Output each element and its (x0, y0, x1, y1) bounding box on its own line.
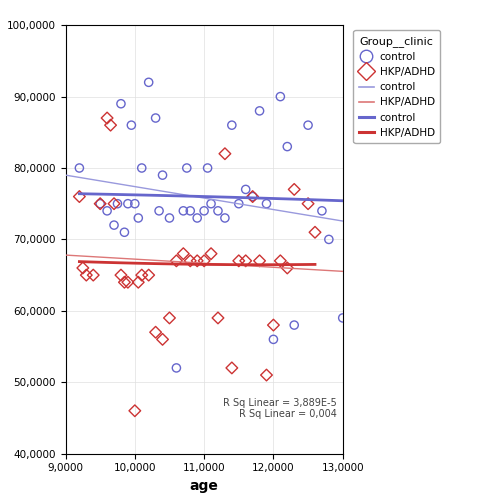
Point (235, 200, 243, 208)
Point (179, 207, 187, 215)
Point (103, 207, 111, 215)
Point (138, 164, 146, 172)
Point (131, 407, 139, 415)
Point (339, 314, 347, 322)
Point (124, 200, 132, 208)
Point (117, 271, 125, 279)
Point (304, 121, 312, 129)
Point (145, 78, 153, 86)
Point (263, 200, 271, 208)
Point (228, 364, 236, 372)
Point (204, 164, 212, 172)
Point (172, 257, 180, 265)
Point (283, 143, 291, 151)
Point (256, 257, 264, 265)
Point (214, 207, 222, 215)
Point (165, 214, 173, 222)
Point (263, 371, 271, 379)
Point (242, 185, 250, 194)
Point (172, 364, 180, 372)
Point (179, 249, 187, 258)
Point (200, 207, 208, 215)
Point (256, 107, 264, 115)
Point (183, 164, 191, 172)
Point (283, 264, 291, 272)
Point (242, 257, 250, 265)
Point (290, 321, 298, 329)
Text: R Sq Linear = 3,889E-5
R Sq Linear = 0,004: R Sq Linear = 3,889E-5 R Sq Linear = 0,0… (223, 398, 337, 419)
Legend: control, HKP/ADHD, control, HKP/ADHD, control, HKP/ADHD: control, HKP/ADHD, control, HKP/ADHD, co… (353, 30, 440, 143)
Point (235, 257, 243, 265)
Point (110, 200, 118, 208)
Point (276, 257, 284, 265)
X-axis label: age: age (190, 479, 219, 493)
Point (221, 150, 229, 158)
Point (124, 278, 132, 286)
Point (193, 257, 201, 265)
Point (145, 271, 153, 279)
Point (207, 249, 215, 258)
Point (106, 121, 114, 129)
Point (117, 100, 125, 108)
Point (155, 207, 163, 215)
Point (76, 193, 84, 201)
Point (193, 214, 201, 222)
Point (152, 114, 160, 122)
Point (325, 235, 333, 243)
Point (110, 221, 118, 229)
Point (134, 278, 142, 286)
Point (159, 171, 167, 179)
Point (120, 228, 129, 236)
Point (270, 335, 278, 343)
Point (311, 228, 319, 236)
Point (113, 200, 121, 208)
Point (76, 164, 84, 172)
Point (186, 257, 195, 265)
Point (103, 114, 111, 122)
Point (270, 321, 278, 329)
Point (152, 328, 160, 336)
Point (165, 314, 173, 322)
Point (228, 121, 236, 129)
Point (221, 214, 229, 222)
Point (276, 93, 284, 101)
Point (128, 121, 136, 129)
Point (96, 200, 104, 208)
Point (186, 207, 195, 215)
Point (96, 200, 104, 208)
Point (82, 271, 90, 279)
Point (214, 314, 222, 322)
Point (159, 335, 167, 343)
Y-axis label: London1Harmmeaneff: London1Harmmeaneff (0, 173, 1, 305)
Point (318, 207, 326, 215)
Point (79, 264, 87, 272)
Point (200, 257, 208, 265)
Point (304, 200, 312, 208)
Point (120, 278, 129, 286)
Point (89, 271, 97, 279)
Point (131, 200, 139, 208)
Point (248, 193, 257, 201)
Point (138, 271, 146, 279)
Point (248, 193, 257, 201)
Point (207, 200, 215, 208)
Point (290, 185, 298, 194)
Point (134, 214, 142, 222)
